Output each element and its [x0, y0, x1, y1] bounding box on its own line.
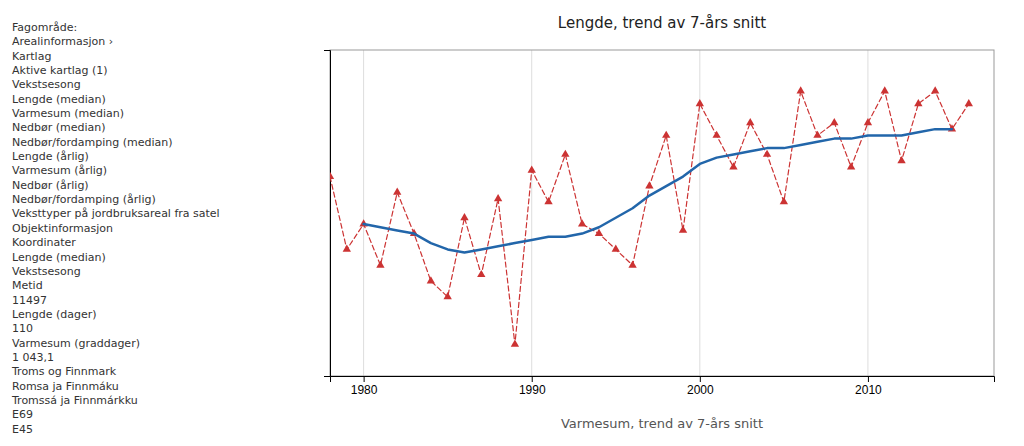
annotation: Nedbør/fordamping (median) — [12, 136, 173, 149]
point-marker — [595, 229, 603, 236]
annotation: E69 — [12, 408, 33, 421]
x-tick-mark — [700, 376, 701, 382]
annotation: Troms og Finnmark — [11, 365, 117, 378]
point-marker — [544, 197, 552, 204]
chart-title: Lengde, trend av 7-års snitt — [558, 14, 766, 32]
point-marker — [645, 181, 653, 188]
point-marker — [628, 260, 636, 267]
annotation: Tromssá ja Finnmárkku — [11, 394, 138, 407]
grid-line — [363, 50, 364, 376]
annotation: E45 — [12, 423, 33, 436]
x-tick-mark — [364, 376, 365, 382]
chart-subtitle: Varmesum, trend av 7-års snitt — [561, 416, 763, 431]
point-marker — [847, 162, 855, 169]
x-tick: 1990 — [519, 376, 546, 397]
point-marker — [696, 99, 704, 106]
annotation: Vekstsesong — [12, 78, 81, 91]
point-marker — [330, 172, 334, 179]
point-marker — [477, 270, 485, 277]
x-tick-mark — [868, 376, 869, 382]
annotation: 1 043,1 — [12, 351, 54, 364]
point-marker — [427, 276, 435, 283]
annotation: 11497 — [12, 294, 47, 307]
annotation: Lengde (årlig) — [12, 150, 89, 163]
annotation: Lengde (dager) — [12, 308, 96, 321]
annotation: Veksttyper på jordbruksareal fra satel — [12, 207, 220, 220]
point-marker — [864, 118, 872, 125]
point-marker — [561, 150, 569, 157]
marks — [330, 86, 973, 346]
plot: 1980 1990 2000 2010 — [324, 50, 995, 397]
point-marker — [343, 245, 351, 252]
x-tick-label: 2010 — [855, 383, 882, 397]
point-marker — [780, 197, 788, 204]
annotation: Nedbør (median) — [12, 121, 106, 134]
point-marker — [712, 131, 720, 138]
point-marker — [679, 226, 687, 233]
grid — [364, 50, 868, 376]
series-line — [364, 129, 952, 252]
x-axis-line — [331, 377, 995, 383]
point-marker — [763, 150, 771, 157]
point-marker — [511, 340, 519, 347]
annotation: 110 — [12, 322, 33, 335]
annotation: Varmesum (årlig) — [12, 164, 107, 177]
x-tick-label: 2000 — [687, 383, 714, 397]
point-marker — [376, 260, 384, 267]
grid-line — [531, 50, 532, 376]
point-marker — [897, 156, 905, 163]
point-marker — [612, 245, 620, 252]
annotation: Nedbør (årlig) — [12, 179, 89, 192]
x-tick: 2010 — [855, 376, 882, 397]
annotation: Vekstsesong — [12, 265, 81, 278]
x-tick-mark — [532, 376, 533, 382]
x-axis: 1980 1990 2000 2010 — [331, 376, 995, 397]
annotation: Kartlag — [12, 50, 51, 63]
point-marker — [444, 292, 452, 299]
series-markers — [330, 86, 973, 346]
x-tick: 1980 — [351, 376, 378, 397]
annotation: Lengde (median) — [12, 93, 106, 106]
annotation: Objektinformasjon — [12, 222, 113, 235]
point-marker — [662, 131, 670, 138]
x-tick-label: 1980 — [351, 383, 378, 397]
point-marker — [528, 165, 536, 172]
point-marker — [965, 99, 973, 106]
annotation: Romsa ja Finnmáku — [12, 380, 119, 393]
annotation: Aktive kartlag (1) — [12, 64, 108, 77]
point-marker — [797, 86, 805, 93]
annotation: Fagområde: — [12, 21, 77, 34]
annotation: Varmesum (graddager) — [12, 337, 140, 350]
point-marker — [578, 219, 586, 226]
point-marker — [393, 188, 401, 195]
annotation: Koordinater — [12, 236, 76, 249]
grid-line — [699, 50, 700, 376]
annotation: Lengde (median) — [12, 251, 106, 264]
x-tick: 2000 — [687, 376, 714, 397]
annotation: Varmesum (median) — [12, 107, 124, 120]
plot-frame — [330, 50, 994, 376]
point-marker — [830, 118, 838, 125]
point-marker — [914, 99, 922, 106]
annotation: Nedbør/fordamping (årlig) — [12, 193, 156, 206]
annotations: Fagområde:Arealinformasjon › KartlagAktiv… — [11, 21, 220, 436]
point-marker — [494, 194, 502, 201]
grid-line — [867, 50, 868, 376]
chart-svg: Fagområde:Arealinformasjon › KartlagAktiv… — [0, 0, 1024, 446]
y-axis-line — [324, 51, 331, 377]
point-marker — [881, 86, 889, 93]
point-marker — [729, 162, 737, 169]
x-tick-label: 1990 — [519, 383, 546, 397]
point-marker — [813, 131, 821, 138]
y-axis — [324, 51, 331, 377]
point-marker — [931, 86, 939, 93]
annotation: Metid — [12, 279, 43, 292]
point-marker — [746, 118, 754, 125]
annotation: Arealinformasjon › — [12, 35, 113, 48]
series-line — [330, 91, 969, 344]
point-marker — [460, 213, 468, 220]
